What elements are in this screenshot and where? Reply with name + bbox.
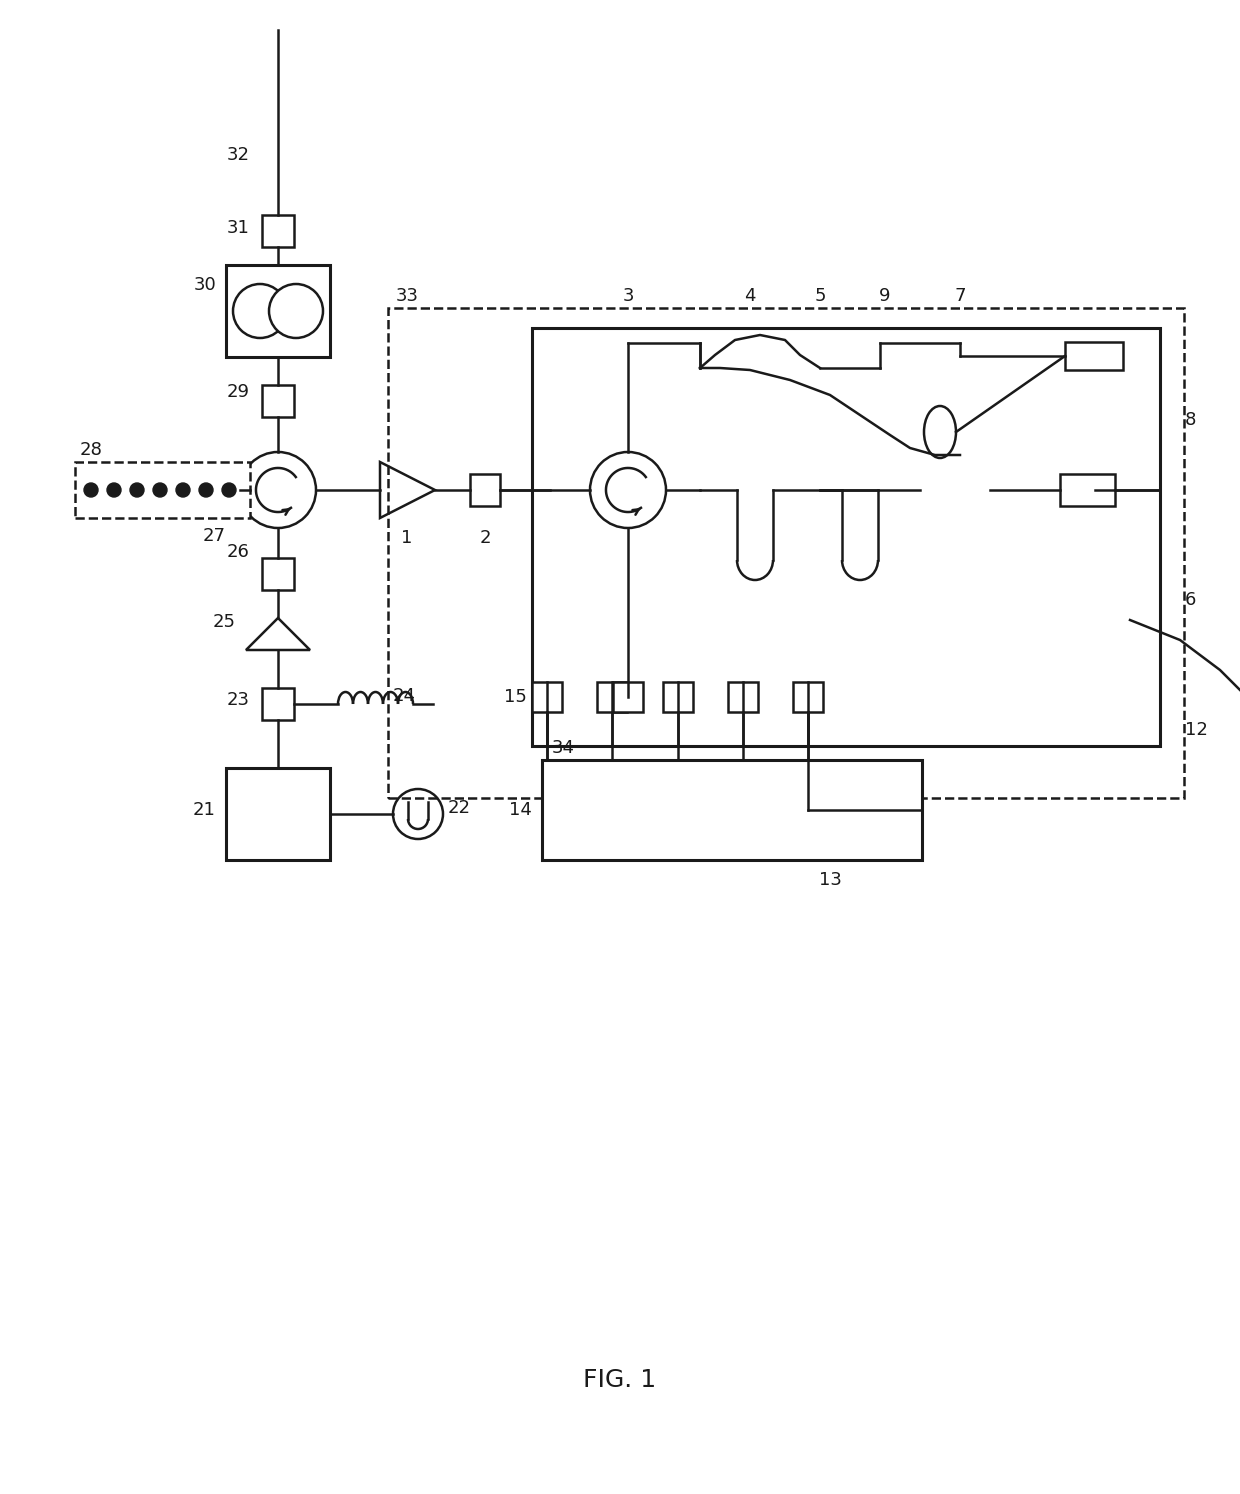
Text: 15: 15 (505, 689, 527, 707)
Text: 21: 21 (193, 801, 216, 819)
Bar (532, 329, 1159, 746)
Bar (226, 264, 330, 357)
Text: 25: 25 (213, 613, 236, 630)
Circle shape (233, 284, 286, 338)
Text: 12: 12 (1185, 722, 1208, 740)
Polygon shape (246, 619, 310, 650)
Bar (532, 681, 562, 713)
Bar (1060, 474, 1115, 506)
Bar (794, 681, 823, 713)
Bar (262, 215, 294, 247)
Circle shape (107, 483, 122, 498)
Bar (262, 385, 294, 417)
Bar (470, 474, 500, 506)
Text: FIG. 1: FIG. 1 (584, 1369, 656, 1392)
Text: 13: 13 (820, 871, 842, 889)
Text: 6: 6 (1185, 592, 1197, 610)
Circle shape (130, 483, 144, 498)
Bar (542, 760, 923, 861)
Circle shape (198, 483, 213, 498)
Bar (226, 768, 330, 861)
Text: 14: 14 (510, 801, 532, 819)
Text: 1: 1 (402, 529, 413, 547)
Bar (728, 681, 758, 713)
Bar (262, 557, 294, 590)
Text: 31: 31 (227, 220, 250, 238)
Bar (262, 689, 294, 720)
Bar (596, 681, 627, 713)
Bar (74, 462, 250, 518)
Text: 26: 26 (227, 542, 250, 562)
Circle shape (393, 789, 443, 840)
Text: 30: 30 (193, 276, 216, 294)
Ellipse shape (924, 406, 956, 459)
Text: 8: 8 (1185, 411, 1197, 429)
Text: 9: 9 (879, 287, 890, 305)
Text: 7: 7 (955, 287, 966, 305)
Circle shape (590, 453, 666, 527)
Polygon shape (379, 462, 435, 518)
Text: 4: 4 (744, 287, 755, 305)
Text: 29: 29 (227, 382, 250, 400)
Circle shape (222, 483, 236, 498)
Bar (663, 681, 693, 713)
Circle shape (269, 284, 322, 338)
Text: 27: 27 (203, 527, 226, 545)
Circle shape (84, 483, 98, 498)
Text: 32: 32 (227, 146, 250, 164)
Text: 22: 22 (448, 799, 471, 817)
Text: 2: 2 (479, 529, 491, 547)
Text: 5: 5 (815, 287, 826, 305)
Bar (1065, 342, 1123, 371)
Circle shape (153, 483, 167, 498)
Text: 3: 3 (622, 287, 634, 305)
Text: 24: 24 (393, 687, 415, 705)
Bar (388, 308, 1184, 798)
Text: 23: 23 (227, 692, 250, 710)
Circle shape (176, 483, 190, 498)
Bar (613, 681, 644, 713)
Text: 28: 28 (81, 441, 103, 459)
Text: 34: 34 (552, 740, 575, 757)
Text: 33: 33 (396, 287, 419, 305)
Circle shape (241, 453, 316, 527)
